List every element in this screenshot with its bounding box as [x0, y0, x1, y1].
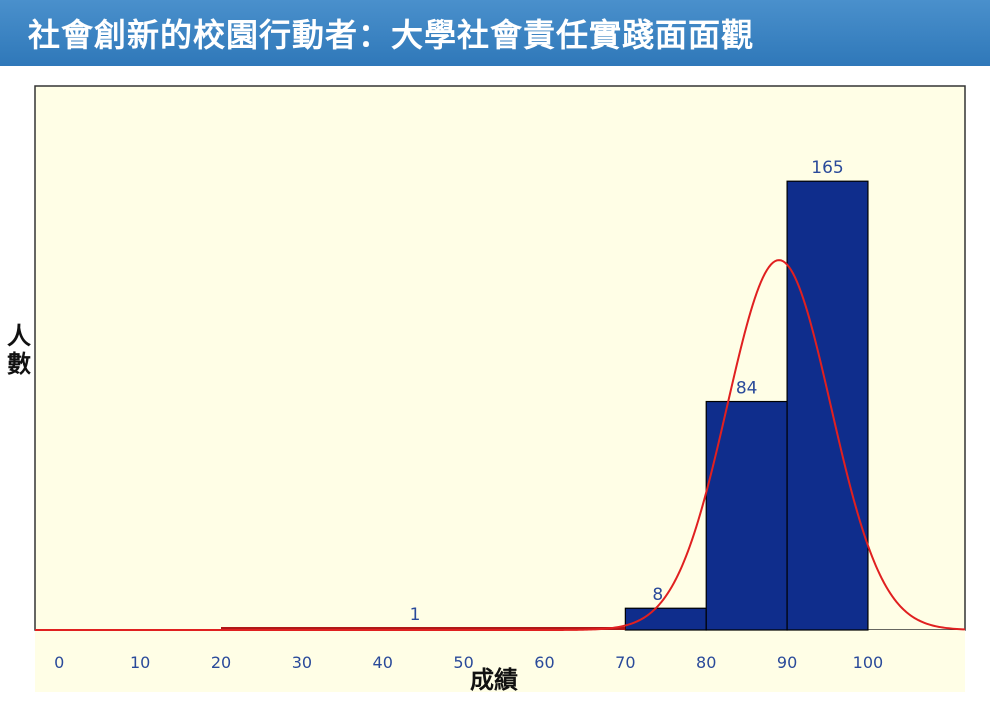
x-tick-label: 70 — [615, 653, 635, 672]
x-tick-label: 100 — [853, 653, 884, 672]
histogram-bar-70-80 — [624, 607, 707, 631]
x-tick-label: 20 — [211, 653, 231, 672]
bar-value-label: 165 — [811, 158, 843, 178]
x-tick-label: 80 — [696, 653, 716, 672]
y-axis-label: 人數 — [7, 322, 31, 378]
bar-value-label: 84 — [736, 379, 758, 399]
bar-value-label: 8 — [652, 585, 663, 605]
x-tick-label: 40 — [373, 653, 393, 672]
low-count-label: 1 — [410, 605, 421, 625]
normal-curve — [35, 259, 966, 631]
x-tick-label: 10 — [130, 653, 150, 672]
x-tick-label: 30 — [292, 653, 312, 672]
x-tick-label: 0 — [54, 653, 64, 672]
histogram-bar-80-90 — [705, 400, 788, 631]
x-axis-label: 成績 — [470, 666, 518, 694]
x-axis-strip — [35, 630, 965, 692]
low-count-band — [221, 627, 626, 630]
page-title: 社會創新的校園行動者：大學社會責任實踐面面觀 — [28, 16, 755, 54]
histogram-bar-90-100 — [786, 180, 869, 631]
title-bar: 社會創新的校園行動者：大學社會責任實踐面面觀 — [0, 0, 990, 66]
x-tick-label: 50 — [453, 653, 473, 672]
x-tick-label: 60 — [534, 653, 554, 672]
x-tick-label: 90 — [777, 653, 797, 672]
